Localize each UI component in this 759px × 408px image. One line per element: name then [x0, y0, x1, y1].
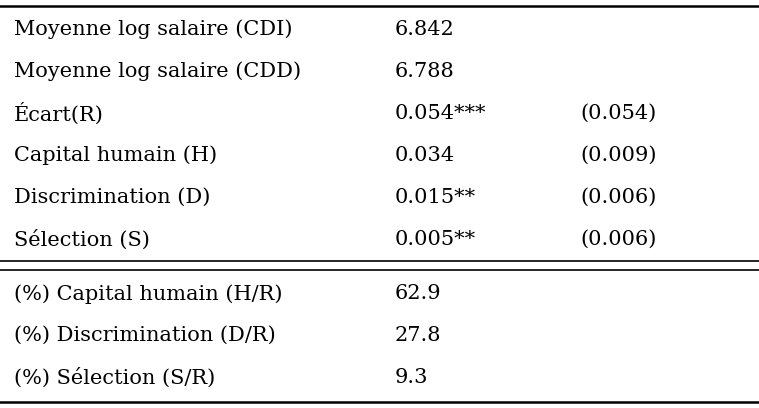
Text: 27.8: 27.8 — [395, 326, 441, 345]
Text: 6.842: 6.842 — [395, 20, 455, 39]
Text: 0.005**: 0.005** — [395, 230, 476, 249]
Text: (%) Sélection (S/R): (%) Sélection (S/R) — [14, 368, 215, 388]
Text: (0.006): (0.006) — [581, 230, 657, 249]
Text: (%) Discrimination (D/R): (%) Discrimination (D/R) — [14, 326, 276, 345]
Text: 0.015**: 0.015** — [395, 188, 476, 207]
Text: (0.009): (0.009) — [581, 146, 657, 165]
Text: Moyenne log salaire (CDD): Moyenne log salaire (CDD) — [14, 62, 301, 81]
Text: (%) Capital humain (H/R): (%) Capital humain (H/R) — [14, 284, 282, 304]
Text: 0.034: 0.034 — [395, 146, 455, 165]
Text: Écart(R): Écart(R) — [14, 102, 103, 124]
Text: 6.788: 6.788 — [395, 62, 455, 81]
Text: 9.3: 9.3 — [395, 368, 428, 387]
Text: (0.006): (0.006) — [581, 188, 657, 207]
Text: 0.054***: 0.054*** — [395, 104, 487, 123]
Text: Moyenne log salaire (CDI): Moyenne log salaire (CDI) — [14, 20, 292, 39]
Text: Capital humain (H): Capital humain (H) — [14, 146, 217, 165]
Text: Discrimination (D): Discrimination (D) — [14, 188, 210, 207]
Text: Sélection (S): Sélection (S) — [14, 229, 150, 249]
Text: 62.9: 62.9 — [395, 284, 441, 303]
Text: (0.054): (0.054) — [581, 104, 657, 123]
